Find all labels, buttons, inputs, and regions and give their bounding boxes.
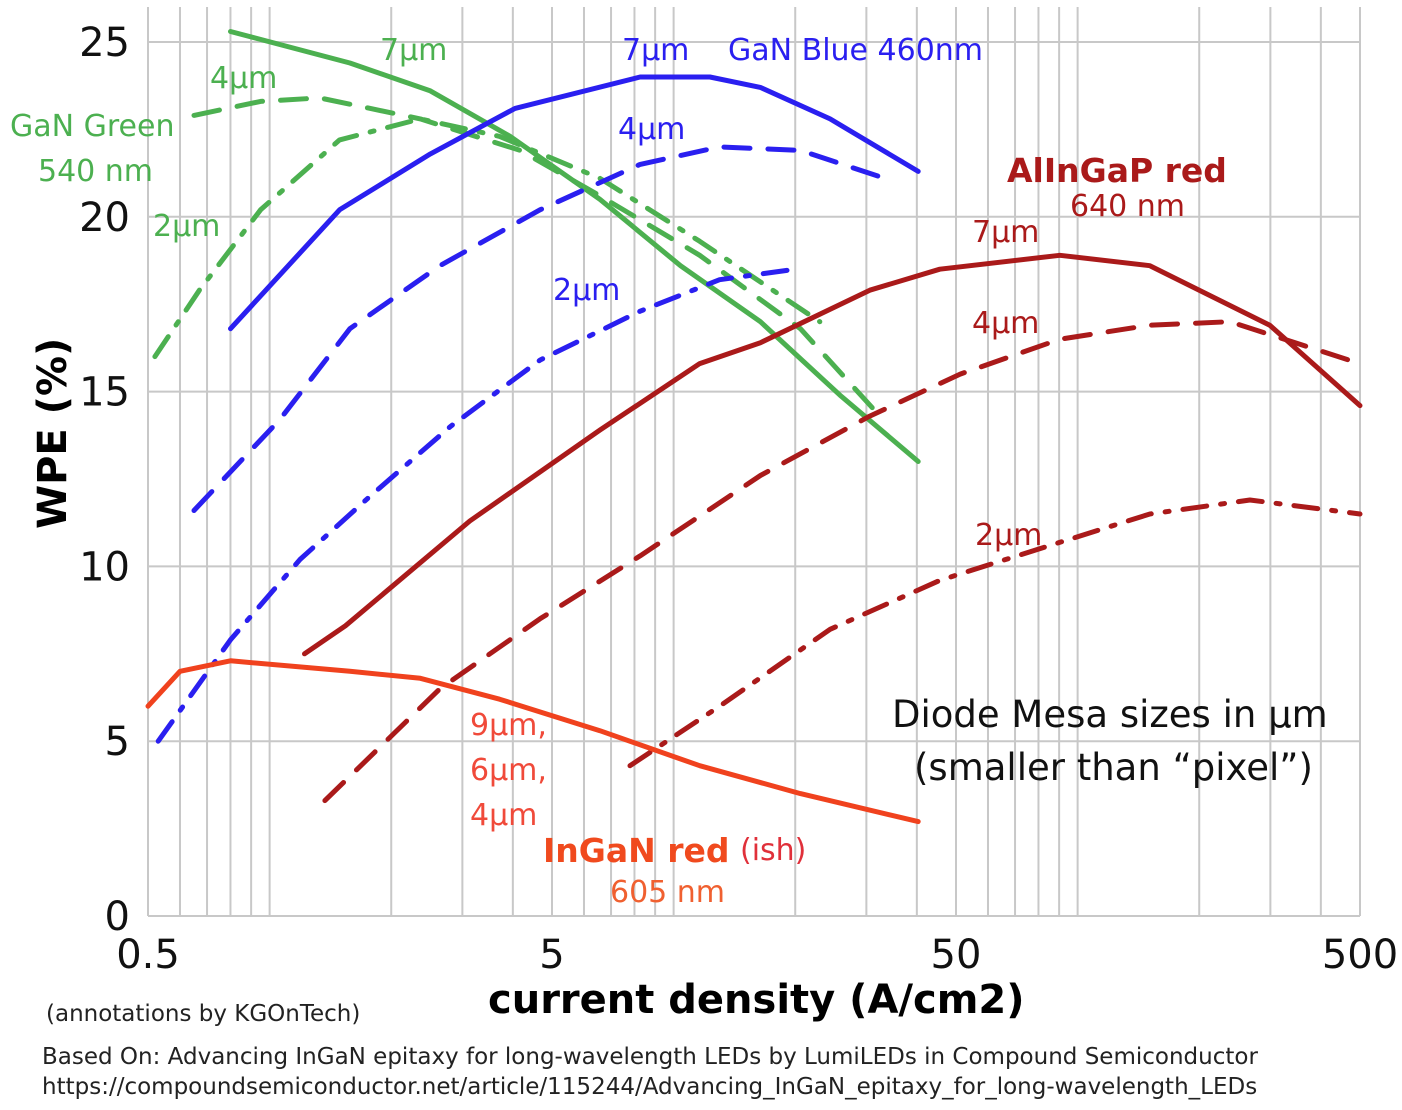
series-line-gan-blue-7-m: [228, 74, 921, 332]
x-tick-label: 0.5: [116, 932, 180, 978]
label-red-nm: 640 nm: [1070, 189, 1186, 224]
label-red-4um: 4µm: [972, 306, 1040, 341]
label-red-2um: 2µm: [975, 518, 1043, 553]
y-tick-label: 5: [105, 719, 130, 765]
series-line-gan-blue-2-m: [155, 266, 798, 744]
x-tick-label: 500: [1322, 932, 1398, 978]
series-line-gan-blue-4-m: [191, 144, 888, 513]
x-tick-label: 5: [539, 932, 564, 978]
label-blue-7um: 7µm: [622, 33, 690, 68]
label-green-7um: 7µm: [380, 33, 448, 68]
label-green-4um: 4µm: [210, 61, 278, 96]
label-ingan-4um: 4µm: [470, 798, 538, 833]
source-url[interactable]: https://compoundsemiconductor.net/articl…: [42, 1074, 1258, 1100]
y-tick-label: 0: [105, 894, 130, 940]
label-red-7um: 7µm: [972, 215, 1040, 250]
label-ingan-6um: 6µm,: [470, 753, 547, 788]
y-tick-label: 20: [79, 195, 130, 241]
label-green-2um: 2µm: [153, 209, 221, 244]
series-line-ingan-red-9-6-4-m: [145, 658, 921, 825]
x-tick-label: 50: [931, 932, 982, 978]
series-line-alingap-red-4-m: [322, 319, 1363, 804]
label-ingan-name: InGaN red: [543, 831, 730, 870]
label-blue-4um: 4µm: [618, 112, 686, 147]
series-line-gan-green-7-m: [228, 29, 921, 464]
series-line-alingap-red-2-m: [627, 497, 1363, 769]
y-tick-label: 10: [79, 544, 130, 590]
mesa-note-1: Diode Mesa sizes in µm: [892, 693, 1328, 736]
label-blue-2um: 2µm: [553, 273, 621, 308]
label-ingan-9um: 9µm,: [470, 708, 547, 743]
series-line-gan-green-4-m: [191, 95, 883, 419]
credit: (annotations by KGOnTech): [46, 1001, 361, 1027]
source-text: Based On: Advancing InGaN epitaxy for lo…: [42, 1044, 1258, 1070]
mesa-note-2: (smaller than “pixel”): [914, 746, 1313, 789]
label-green-nm: 540 nm: [38, 154, 154, 189]
label-red-name: AlInGaP red: [1007, 151, 1227, 190]
label-ingan-ish: (ish): [740, 833, 807, 868]
label-blue-name: GaN Blue 460nm: [728, 33, 984, 68]
y-tick-label: 15: [79, 370, 130, 416]
y-axis-label: WPE (%): [30, 337, 76, 529]
series-line-gan-green-2-m: [152, 116, 823, 360]
x-axis-label: current density (A/cm2): [488, 977, 1025, 1023]
label-ingan-nm: 605 nm: [610, 875, 726, 910]
y-tick-label: 25: [79, 20, 130, 66]
series-line-alingap-red-7-m: [302, 252, 1363, 657]
label-green-name: GaN Green: [10, 109, 175, 144]
